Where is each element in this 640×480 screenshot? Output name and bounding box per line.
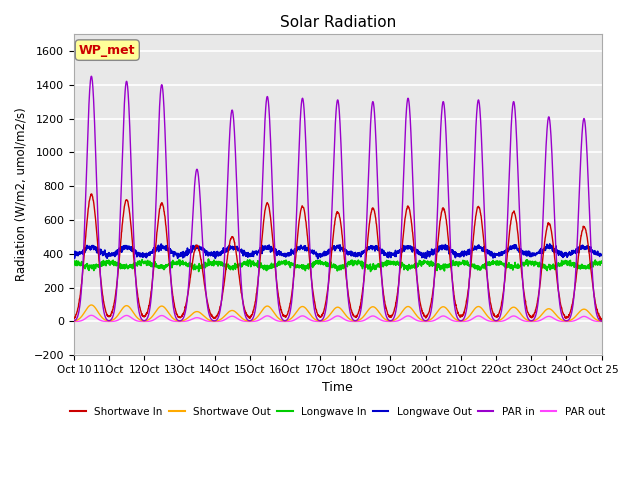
Legend: Shortwave In, Shortwave Out, Longwave In, Longwave Out, PAR in, PAR out: Shortwave In, Shortwave Out, Longwave In… bbox=[67, 402, 609, 421]
Text: WP_met: WP_met bbox=[79, 44, 136, 57]
Title: Solar Radiation: Solar Radiation bbox=[280, 15, 396, 30]
Y-axis label: Radiation (W/m2, umol/m2/s): Radiation (W/m2, umol/m2/s) bbox=[15, 108, 28, 281]
X-axis label: Time: Time bbox=[323, 381, 353, 394]
